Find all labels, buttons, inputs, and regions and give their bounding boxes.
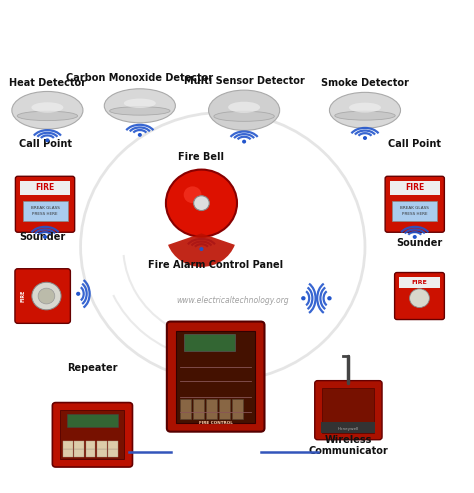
FancyBboxPatch shape bbox=[108, 449, 118, 457]
FancyBboxPatch shape bbox=[390, 181, 439, 195]
Circle shape bbox=[138, 134, 141, 136]
FancyBboxPatch shape bbox=[15, 176, 75, 232]
Text: Honeywell: Honeywell bbox=[338, 427, 359, 431]
Text: FIRE: FIRE bbox=[20, 290, 25, 302]
Text: BREAK GLASS: BREAK GLASS bbox=[401, 206, 429, 210]
Text: Sounder: Sounder bbox=[396, 238, 443, 247]
Text: FIRE: FIRE bbox=[405, 183, 424, 192]
FancyBboxPatch shape bbox=[64, 441, 73, 449]
FancyBboxPatch shape bbox=[322, 388, 374, 432]
Ellipse shape bbox=[228, 102, 260, 113]
FancyBboxPatch shape bbox=[176, 330, 255, 423]
Text: PRESS HERE: PRESS HERE bbox=[32, 212, 58, 216]
Ellipse shape bbox=[124, 99, 156, 108]
FancyBboxPatch shape bbox=[180, 399, 191, 419]
FancyBboxPatch shape bbox=[74, 441, 84, 449]
FancyBboxPatch shape bbox=[385, 176, 444, 232]
Circle shape bbox=[413, 236, 416, 238]
Circle shape bbox=[44, 236, 46, 238]
Text: Sounder: Sounder bbox=[19, 232, 66, 243]
Circle shape bbox=[32, 282, 61, 310]
FancyBboxPatch shape bbox=[167, 321, 264, 432]
FancyBboxPatch shape bbox=[20, 181, 70, 195]
FancyBboxPatch shape bbox=[86, 441, 95, 449]
FancyBboxPatch shape bbox=[232, 399, 243, 419]
FancyBboxPatch shape bbox=[321, 422, 375, 433]
Text: Repeater: Repeater bbox=[67, 363, 118, 373]
FancyBboxPatch shape bbox=[52, 403, 132, 467]
Text: Fire Alarm Control Panel: Fire Alarm Control Panel bbox=[148, 260, 283, 270]
Ellipse shape bbox=[109, 106, 170, 115]
Circle shape bbox=[200, 248, 203, 250]
FancyBboxPatch shape bbox=[392, 201, 437, 221]
Circle shape bbox=[302, 297, 305, 300]
FancyBboxPatch shape bbox=[193, 399, 204, 419]
Text: Carbon Monoxide Detector: Carbon Monoxide Detector bbox=[66, 73, 213, 83]
FancyBboxPatch shape bbox=[97, 441, 107, 449]
FancyBboxPatch shape bbox=[64, 449, 73, 457]
Text: Call Point: Call Point bbox=[18, 139, 72, 149]
Ellipse shape bbox=[12, 92, 83, 129]
Ellipse shape bbox=[214, 111, 274, 121]
FancyBboxPatch shape bbox=[219, 399, 230, 419]
Text: BREAK GLASS: BREAK GLASS bbox=[31, 206, 59, 210]
Circle shape bbox=[193, 196, 209, 211]
Circle shape bbox=[38, 288, 55, 304]
Ellipse shape bbox=[349, 103, 381, 112]
Text: Wireless Fire Alarm System: Wireless Fire Alarm System bbox=[53, 11, 421, 35]
Wedge shape bbox=[168, 233, 235, 267]
FancyBboxPatch shape bbox=[399, 277, 440, 288]
Ellipse shape bbox=[329, 92, 401, 128]
Ellipse shape bbox=[31, 102, 64, 112]
FancyBboxPatch shape bbox=[108, 441, 118, 449]
FancyBboxPatch shape bbox=[67, 414, 118, 427]
Text: FIRE CONTROL: FIRE CONTROL bbox=[199, 422, 233, 425]
FancyBboxPatch shape bbox=[86, 449, 95, 457]
Text: Fire Bell: Fire Bell bbox=[178, 152, 225, 162]
FancyBboxPatch shape bbox=[97, 449, 107, 457]
Ellipse shape bbox=[17, 111, 78, 121]
Text: Call Point: Call Point bbox=[388, 139, 441, 149]
Circle shape bbox=[77, 292, 80, 295]
Circle shape bbox=[328, 297, 331, 300]
Circle shape bbox=[46, 139, 49, 141]
Circle shape bbox=[184, 186, 201, 203]
Text: PRESS HERE: PRESS HERE bbox=[402, 212, 428, 216]
Text: Heat Detector: Heat Detector bbox=[9, 78, 86, 88]
FancyBboxPatch shape bbox=[74, 449, 84, 457]
Ellipse shape bbox=[209, 90, 280, 131]
Ellipse shape bbox=[104, 89, 175, 123]
Text: FIRE: FIRE bbox=[36, 183, 55, 192]
Circle shape bbox=[243, 141, 246, 143]
FancyBboxPatch shape bbox=[23, 201, 67, 221]
FancyBboxPatch shape bbox=[184, 334, 235, 351]
Text: FIRE: FIRE bbox=[411, 280, 428, 285]
Circle shape bbox=[364, 137, 366, 139]
Circle shape bbox=[410, 289, 429, 308]
Text: www.electricaltechnology.org: www.electricaltechnology.org bbox=[176, 296, 289, 305]
FancyBboxPatch shape bbox=[61, 410, 124, 459]
Text: Multi Sensor Detector: Multi Sensor Detector bbox=[184, 75, 304, 86]
Text: Smoke Detector: Smoke Detector bbox=[321, 78, 409, 88]
FancyBboxPatch shape bbox=[394, 273, 444, 319]
FancyBboxPatch shape bbox=[15, 269, 70, 323]
FancyBboxPatch shape bbox=[315, 381, 382, 440]
Circle shape bbox=[166, 170, 237, 237]
Text: Wireless
Communicator: Wireless Communicator bbox=[309, 435, 388, 457]
Ellipse shape bbox=[335, 111, 395, 120]
FancyBboxPatch shape bbox=[206, 399, 217, 419]
